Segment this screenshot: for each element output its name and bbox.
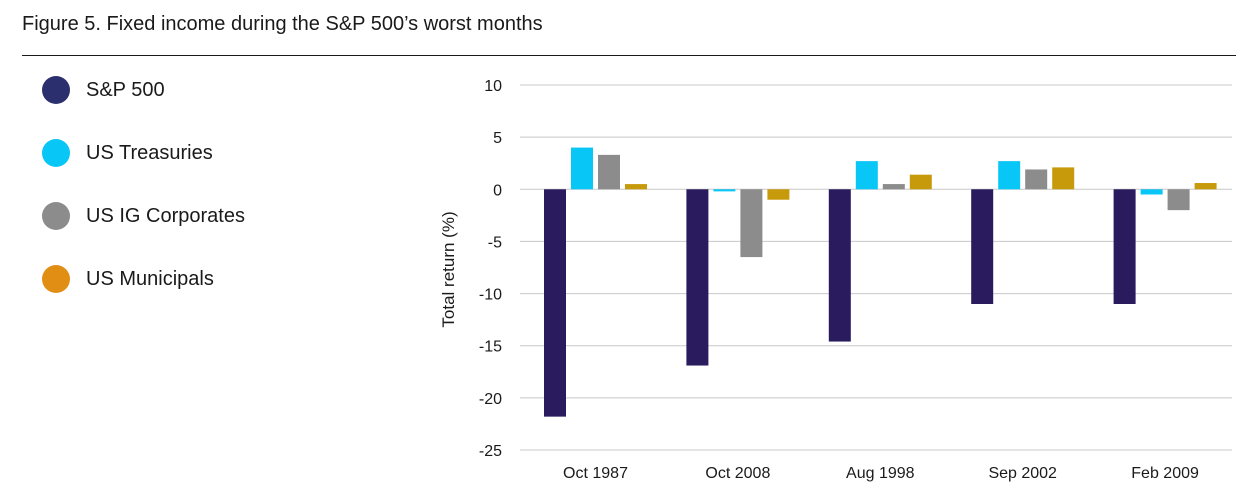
bar-us-treasuries: [998, 161, 1021, 190]
bar-us-municipals: [625, 184, 647, 190]
y-tick-label: -15: [479, 339, 502, 356]
y-tick-label: 5: [493, 130, 502, 147]
legend-item: US Municipals: [42, 262, 382, 325]
legend-label: US IG Corporates: [86, 205, 245, 227]
legend-item: S&P 500: [42, 73, 382, 136]
y-tick-label: -5: [488, 234, 502, 251]
bar-us-ig-corporates: [882, 184, 905, 190]
bar-s-p-500: [686, 189, 709, 366]
bar-s-p-500: [544, 189, 566, 417]
x-tick-label: Feb 2009: [1131, 465, 1199, 482]
legend-swatch: [42, 76, 70, 104]
x-tick-label: Oct 2008: [705, 465, 770, 482]
bar-us-treasuries: [855, 161, 878, 190]
bar-us-ig-corporates: [740, 189, 763, 258]
bar-us-treasuries: [713, 189, 736, 192]
y-tick-label: -20: [479, 391, 502, 408]
bar-us-ig-corporates: [1167, 189, 1190, 211]
bar-s-p-500: [828, 189, 851, 342]
bar-us-ig-corporates: [598, 154, 620, 190]
legend-item: US IG Corporates: [42, 199, 382, 262]
legend-item: US Treasuries: [42, 136, 382, 199]
bar-us-municipals: [767, 189, 790, 200]
x-tick-label: Sep 2002: [988, 465, 1057, 482]
y-tick-label: -10: [479, 287, 502, 304]
y-axis-label: Total return (%): [439, 211, 458, 327]
bar-us-municipals: [1194, 183, 1217, 190]
bar-us-treasuries: [571, 147, 593, 190]
legend-swatch: [42, 202, 70, 230]
legend-label: S&P 500: [86, 79, 165, 101]
legend-label: US Municipals: [86, 268, 214, 290]
y-tick-label: -25: [479, 443, 502, 460]
y-tick-label: 10: [484, 78, 502, 95]
title-rule: [22, 55, 1236, 56]
y-tick-label: 0: [493, 182, 502, 199]
bar-us-municipals: [909, 174, 932, 190]
legend-swatch: [42, 139, 70, 167]
legend-label: US Treasuries: [86, 142, 213, 164]
x-tick-label: Aug 1998: [846, 465, 915, 482]
chart-legend: S&P 500 US Treasuries US IG Corporates US M…: [42, 73, 382, 325]
legend-swatch: [42, 265, 70, 293]
bar-s-p-500: [1113, 189, 1136, 304]
bar-s-p-500: [971, 189, 994, 304]
x-tick-label: Oct 1987: [563, 465, 628, 482]
bar-us-municipals: [1052, 167, 1075, 190]
figure-title: Figure 5. Fixed income during the S&P 50…: [22, 13, 543, 35]
bar-us-treasuries: [1140, 189, 1163, 195]
bar-us-ig-corporates: [1025, 169, 1048, 190]
